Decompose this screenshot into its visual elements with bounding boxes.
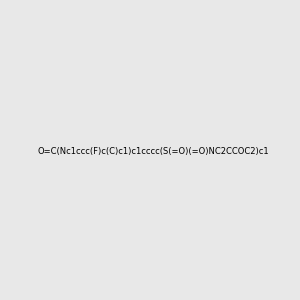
Text: O=C(Nc1ccc(F)c(C)c1)c1cccc(S(=O)(=O)NC2CCOC2)c1: O=C(Nc1ccc(F)c(C)c1)c1cccc(S(=O)(=O)NC2C…	[38, 147, 270, 156]
